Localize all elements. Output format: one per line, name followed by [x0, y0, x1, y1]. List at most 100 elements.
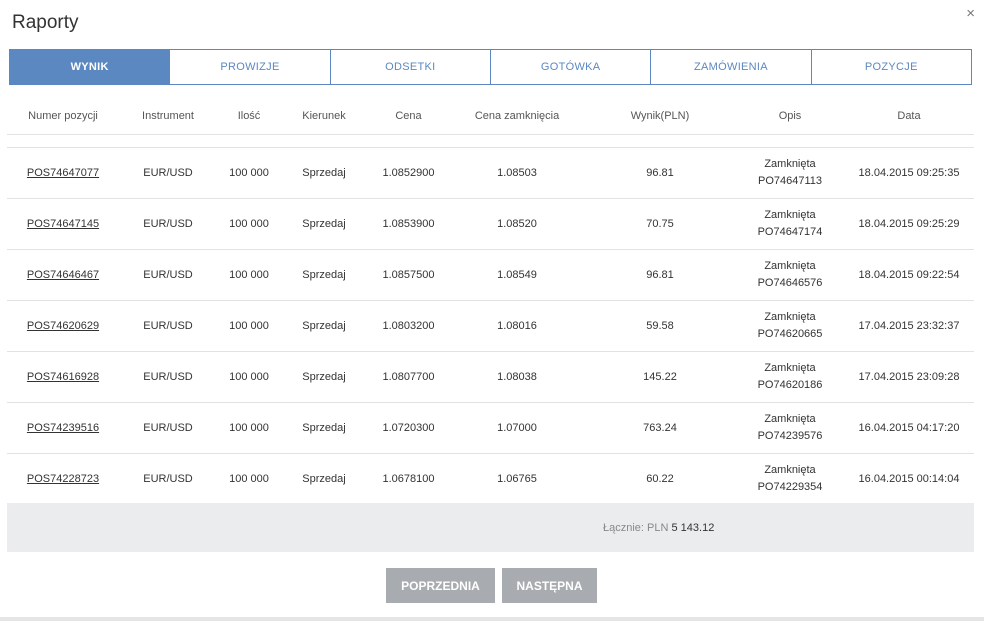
tab-pozycje[interactable]: POZYCJE [810, 50, 971, 84]
result-cell: 70.75 [584, 198, 736, 250]
quantity-cell: 100 000 [217, 453, 281, 505]
price-cell: 1.0803200 [367, 300, 450, 352]
position-link[interactable]: POS74616928 [26, 370, 100, 383]
position-link[interactable]: POS74647145 [26, 217, 100, 230]
quantity-cell: 100 000 [217, 402, 281, 454]
close-icon[interactable]: × [966, 5, 975, 22]
instrument-cell: EUR/USD [119, 453, 217, 505]
instrument-cell: EUR/USD [119, 147, 217, 199]
direction-cell: Sprzedaj [281, 351, 367, 403]
report-tabs: WYNIK PROWIZJE ODSETKI GOTÓWKA ZAMÓWIENI… [9, 49, 972, 85]
result-cell: 145.22 [584, 351, 736, 403]
direction-cell: Sprzedaj [281, 198, 367, 250]
position-link[interactable]: POS74646467 [26, 268, 100, 281]
direction-cell: Sprzedaj [281, 249, 367, 301]
tab-prowizje[interactable]: PROWIZJE [169, 50, 329, 84]
description-order: PO74620665 [757, 328, 823, 340]
quantity-cell: 100 000 [217, 147, 281, 199]
instrument-cell: EUR/USD [119, 249, 217, 301]
instrument-cell: EUR/USD [119, 351, 217, 403]
col-header-close-price[interactable]: Cena zamknięcia [450, 98, 584, 135]
col-header-instrument[interactable]: Instrument [119, 98, 217, 135]
description-cell: Zamknięta PO74646576 [736, 249, 844, 301]
tab-odsetki[interactable]: ODSETKI [329, 50, 490, 84]
price-cell: 1.0807700 [367, 351, 450, 403]
instrument-cell: EUR/USD [119, 402, 217, 454]
description-cell: Zamknięta PO74647113 [736, 147, 844, 199]
quantity-cell: 100 000 [217, 300, 281, 352]
total-value: 5 143.12 [671, 522, 715, 534]
description-cell: Zamknięta PO74239576 [736, 402, 844, 454]
position-link[interactable]: POS74239516 [26, 421, 100, 434]
description-order: PO74646576 [757, 277, 823, 289]
col-header-result[interactable]: Wynik(PLN) [584, 98, 736, 135]
table-spacer [7, 134, 974, 148]
table-row: POS74647077 EUR/USD 100 000 Sprzedaj 1.0… [7, 147, 974, 199]
tab-zamowienia[interactable]: ZAMÓWIENIA [650, 50, 810, 84]
close-price-cell: 1.08503 [450, 147, 584, 199]
table-header-row: Numer pozycji Instrument Ilość Kierunek … [7, 98, 974, 135]
close-price-cell: 1.08016 [450, 300, 584, 352]
col-header-direction[interactable]: Kierunek [281, 98, 367, 135]
next-button[interactable]: NASTĘPNA [502, 568, 597, 603]
price-cell: 1.0720300 [367, 402, 450, 454]
total-label: Łącznie: PLN [603, 522, 669, 534]
quantity-cell: 100 000 [217, 249, 281, 301]
close-price-cell: 1.07000 [450, 402, 584, 454]
instrument-cell: EUR/USD [119, 300, 217, 352]
description-status: Zamknięta [764, 158, 816, 170]
col-header-description[interactable]: Opis [736, 98, 844, 135]
close-price-cell: 1.06765 [450, 453, 584, 505]
tab-wynik[interactable]: WYNIK [10, 50, 170, 84]
result-cell: 60.22 [584, 453, 736, 505]
position-link[interactable]: POS74647077 [26, 166, 100, 179]
description-status: Zamknięta [764, 413, 816, 425]
position-link[interactable]: POS74228723 [26, 472, 100, 485]
total-summary: Łącznie: PLN 5 143.12 [603, 522, 714, 534]
quantity-cell: 100 000 [217, 198, 281, 250]
tab-gotowka[interactable]: GOTÓWKA [489, 50, 650, 84]
date-cell: 18.04.2015 09:25:35 [844, 147, 974, 199]
table-row: POS74228723 EUR/USD 100 000 Sprzedaj 1.0… [7, 453, 974, 505]
date-cell: 17.04.2015 23:32:37 [844, 300, 974, 352]
description-order: PO74229354 [757, 481, 823, 493]
result-cell: 763.24 [584, 402, 736, 454]
dialog-bottom-border [0, 617, 984, 621]
col-header-date[interactable]: Data [844, 98, 974, 135]
col-header-position[interactable]: Numer pozycji [7, 98, 119, 135]
result-cell: 96.81 [584, 147, 736, 199]
price-cell: 1.0857500 [367, 249, 450, 301]
quantity-cell: 100 000 [217, 351, 281, 403]
price-cell: 1.0678100 [367, 453, 450, 505]
description-status: Zamknięta [764, 464, 816, 476]
description-status: Zamknięta [764, 209, 816, 221]
close-price-cell: 1.08520 [450, 198, 584, 250]
col-header-quantity[interactable]: Ilość [217, 98, 281, 135]
description-order: PO74647113 [757, 175, 823, 187]
instrument-cell: EUR/USD [119, 198, 217, 250]
description-cell: Zamknięta PO74620186 [736, 351, 844, 403]
previous-button[interactable]: POPRZEDNIA [386, 568, 495, 603]
close-price-cell: 1.08038 [450, 351, 584, 403]
price-cell: 1.0853900 [367, 198, 450, 250]
description-cell: Zamknięta PO74229354 [736, 453, 844, 505]
description-status: Zamknięta [764, 362, 816, 374]
date-cell: 18.04.2015 09:22:54 [844, 249, 974, 301]
description-cell: Zamknięta PO74647174 [736, 198, 844, 250]
description-cell: Zamknięta PO74620665 [736, 300, 844, 352]
pagination: POPRZEDNIA NASTĘPNA [386, 568, 597, 603]
table-row: POS74620629 EUR/USD 100 000 Sprzedaj 1.0… [7, 300, 974, 352]
date-cell: 18.04.2015 09:25:29 [844, 198, 974, 250]
summary-bar: Łącznie: PLN 5 143.12 [7, 503, 974, 552]
table-row: POS74647145 EUR/USD 100 000 Sprzedaj 1.0… [7, 198, 974, 250]
date-cell: 17.04.2015 23:09:28 [844, 351, 974, 403]
direction-cell: Sprzedaj [281, 300, 367, 352]
description-order: PO74647174 [757, 226, 823, 238]
position-link[interactable]: POS74620629 [26, 319, 100, 332]
description-order: PO74239576 [757, 430, 823, 442]
direction-cell: Sprzedaj [281, 147, 367, 199]
table-row: POS74239516 EUR/USD 100 000 Sprzedaj 1.0… [7, 402, 974, 454]
col-header-price[interactable]: Cena [367, 98, 450, 135]
results-table: Numer pozycji Instrument Ilość Kierunek … [7, 98, 974, 505]
table-row: POS74646467 EUR/USD 100 000 Sprzedaj 1.0… [7, 249, 974, 301]
